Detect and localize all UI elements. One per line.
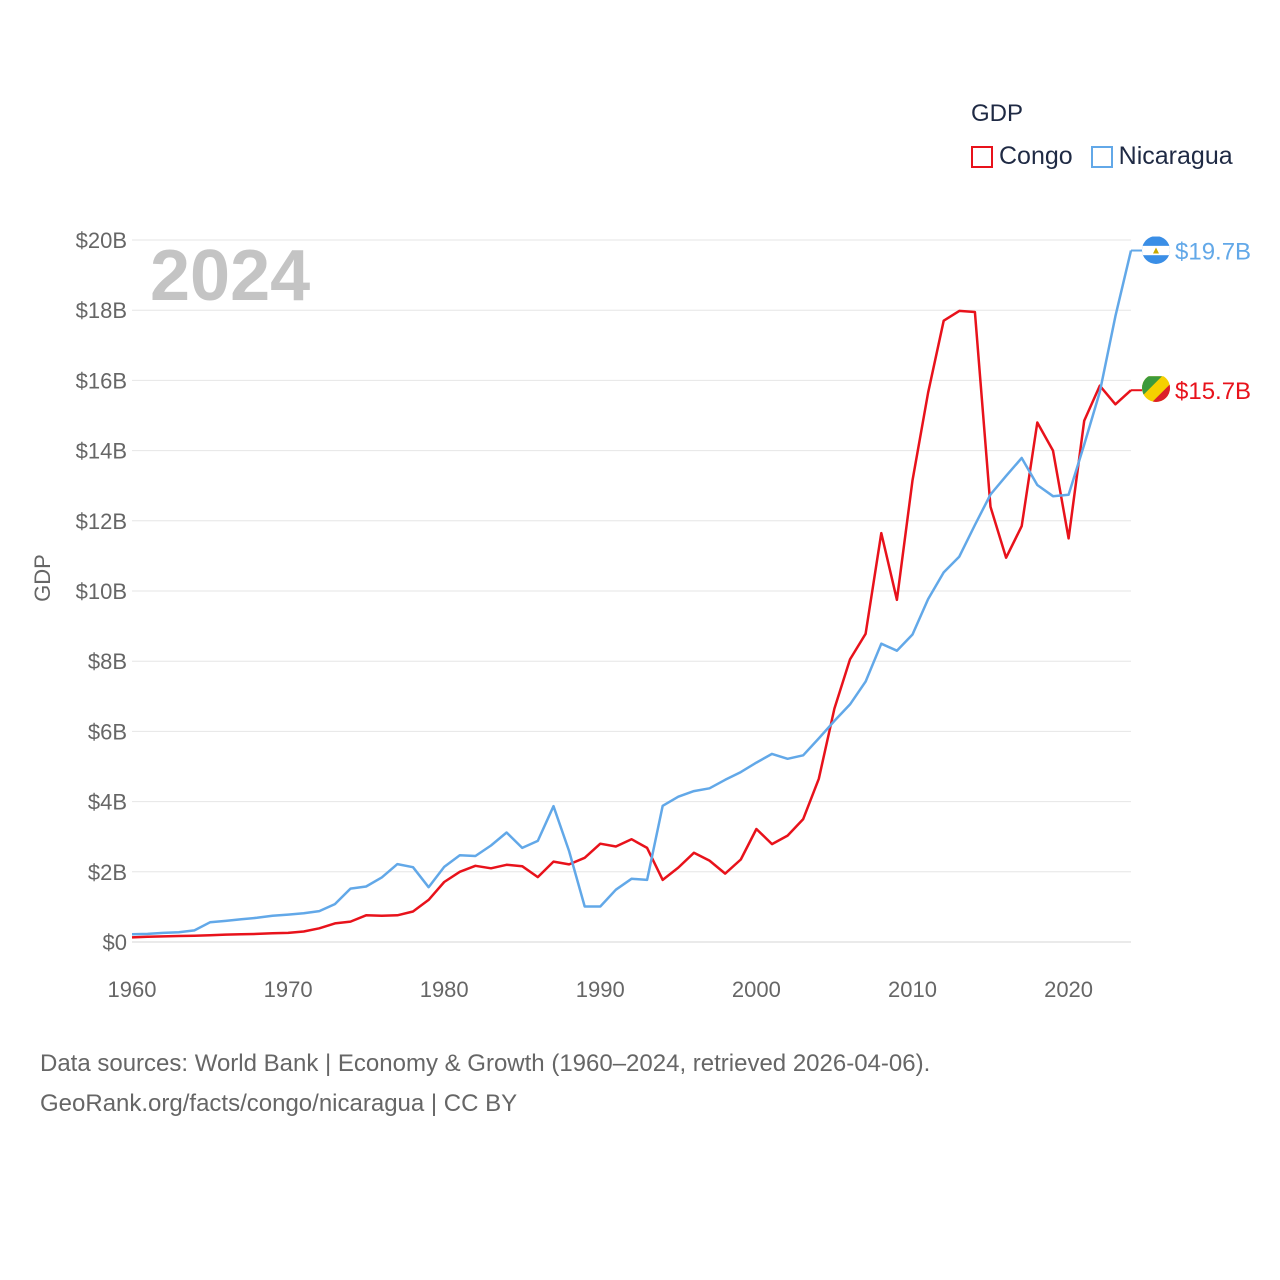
x-tick-label: 1980: [420, 977, 469, 1002]
x-tick-label: 1970: [264, 977, 313, 1002]
y-tick-label: $10B: [76, 579, 127, 604]
x-tick-label: 1960: [108, 977, 157, 1002]
legend-swatch-nicaragua: [1090, 145, 1113, 168]
y-tick-label: $8B: [88, 649, 127, 674]
license-line[interactable]: GeoRank.org/facts/congo/nicaragua | CC B…: [40, 1090, 518, 1117]
year-label: 2024: [150, 236, 310, 316]
data-sources: Data sources: World Bank | Economy & Gro…: [40, 1044, 930, 1124]
y-tick-label: $4B: [88, 790, 127, 815]
y-axis-label: GDP: [30, 554, 55, 602]
legend-item-congo[interactable]: Congo: [971, 142, 1073, 171]
x-tick-label: 2020: [1044, 977, 1093, 1002]
sources-line: Data sources: World Bank | Economy & Gro…: [40, 1050, 931, 1077]
legend-label-congo: Congo: [999, 142, 1073, 170]
x-tick-label: 2010: [888, 977, 937, 1002]
y-tick-label: $2B: [88, 860, 127, 885]
series-line-congo[interactable]: [131, 309, 1132, 939]
x-tick-label: 2000: [732, 977, 781, 1002]
nicaragua-flag-icon: [1142, 236, 1170, 264]
end-label-nicaragua: $19.7B: [1175, 239, 1251, 266]
legend-label-nicaragua: Nicaragua: [1118, 142, 1233, 170]
legend-title: GDP: [971, 100, 1024, 127]
y-tick-label: $14B: [76, 439, 127, 464]
y-tick-label: $6B: [88, 719, 127, 744]
legend: Congo Nicaragua: [971, 142, 1251, 171]
y-tick-label: $16B: [76, 368, 127, 393]
series-line-nicaragua[interactable]: [131, 250, 1133, 936]
end-label-congo: $15.7B: [1175, 378, 1251, 405]
y-tick-label: $0: [103, 930, 127, 955]
y-tick-label: $20B: [76, 228, 127, 253]
legend-swatch-congo: [971, 145, 993, 168]
y-tick-label: $18B: [76, 298, 127, 323]
legend-item-nicaragua[interactable]: Nicaragua: [1090, 142, 1233, 171]
x-tick-label: 1990: [576, 977, 625, 1002]
y-tick-label: $12B: [76, 509, 127, 534]
congo-flag-icon: [1142, 376, 1170, 402]
